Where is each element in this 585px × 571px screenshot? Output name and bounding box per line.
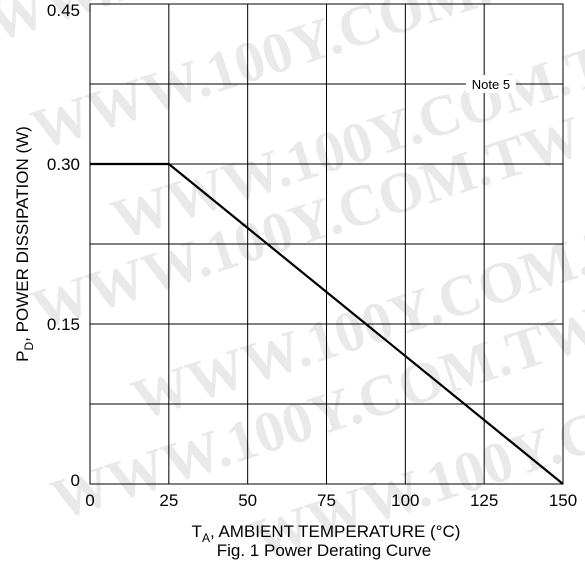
figure-caption: Fig. 1 Power Derating Curve	[217, 541, 431, 560]
plot-frame	[89, 3, 564, 485]
note-label: Note 5	[472, 77, 510, 92]
x-tick-label: 125	[470, 491, 498, 510]
y-tick-label: 0.45	[47, 1, 80, 20]
y-tick-labels: 0 0.15 0.30 0.45	[47, 1, 80, 490]
x-tick-label: 25	[159, 491, 178, 510]
y-tick-label: 0.15	[47, 315, 80, 334]
x-axis-label: TA, AMBIENT TEMPERATURE (°C)	[192, 522, 461, 545]
y-axis-label: PD, POWER DISSIPATION (W)	[13, 126, 36, 362]
y-tick-label: 0.30	[47, 155, 80, 174]
x-tick-label: 0	[85, 491, 94, 510]
derating-curve	[90, 162, 564, 485]
x-tick-label: 75	[317, 491, 336, 510]
x-tick-labels: 0 25 50 75 100 125 150	[85, 491, 577, 510]
y-tick-label: 0	[71, 471, 80, 490]
series-layer	[90, 162, 564, 485]
x-tick-label: 50	[238, 491, 257, 510]
x-tick-label: 100	[391, 491, 419, 510]
annotation-layer: Note 5	[465, 75, 516, 93]
x-tick-label: 150	[549, 491, 577, 510]
note-background	[465, 75, 516, 93]
